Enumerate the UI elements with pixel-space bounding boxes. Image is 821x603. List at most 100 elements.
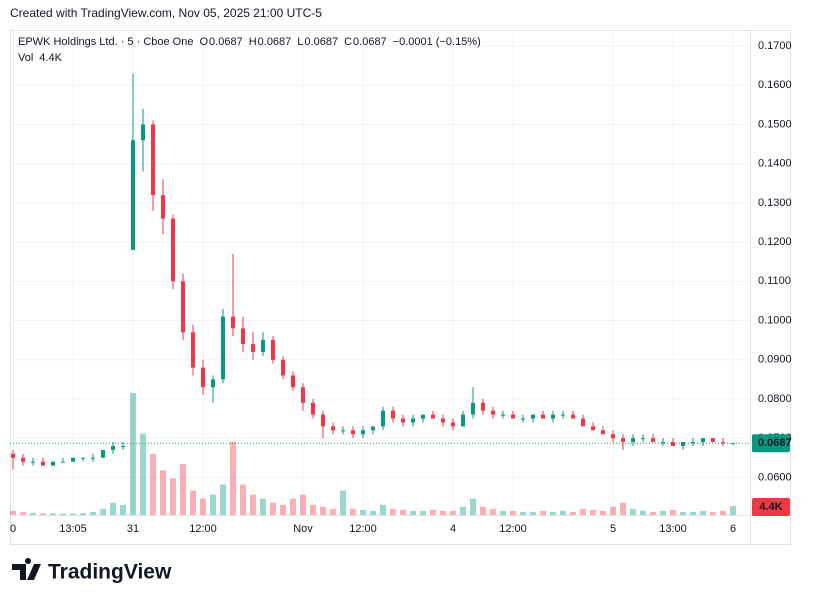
- y-tick-label: 0.0600: [758, 471, 792, 483]
- candle-body: [431, 414, 435, 419]
- candle-body: [21, 457, 25, 462]
- volume-bar: [150, 454, 156, 515]
- volume-bar: [690, 511, 696, 515]
- y-tick-label: 0.1000: [758, 314, 792, 326]
- last-price-label: 0.0687: [758, 437, 792, 449]
- volume-bar: [680, 511, 686, 515]
- candle-body: [81, 457, 85, 459]
- volume-bar: [610, 506, 616, 515]
- candle-body: [391, 410, 395, 419]
- candle-body: [691, 442, 695, 444]
- volume-bar: [300, 494, 306, 515]
- volume-bar: [410, 510, 416, 515]
- y-tick-label: 0.0800: [758, 393, 792, 405]
- volume-bar: [40, 513, 46, 515]
- volume-bar: [510, 510, 516, 515]
- volume-bar: [580, 508, 586, 515]
- candle-body: [581, 418, 585, 427]
- volume-bar: [710, 511, 716, 515]
- volume-bar: [380, 504, 386, 515]
- candle-body: [61, 461, 65, 463]
- legend-value: 4.4K: [39, 52, 62, 64]
- logo-text: TradingView: [48, 561, 172, 584]
- y-tick-label: 0.0900: [758, 354, 792, 366]
- volume-bar: [200, 498, 206, 515]
- candle-body: [651, 438, 655, 443]
- volume-bar: [260, 498, 266, 515]
- x-tick-label: 13:00: [659, 523, 687, 535]
- candle-body: [251, 344, 255, 352]
- volume-bar: [530, 511, 536, 515]
- volume-bar: [670, 509, 676, 515]
- candle-body: [491, 410, 495, 415]
- created-with: Created with TradingView.com, Nov 05, 20…: [10, 6, 322, 20]
- candle-body: [271, 340, 275, 360]
- volume-bar: [120, 504, 126, 515]
- y-tick-label: 0.1700: [758, 40, 792, 52]
- candle-body: [501, 414, 505, 416]
- y-tick-label: 0.1600: [758, 79, 792, 91]
- candle-body: [451, 422, 455, 427]
- legend-key: C: [344, 36, 352, 48]
- legend-key: H: [249, 36, 257, 48]
- candle-body: [331, 426, 335, 431]
- volume-bar: [400, 509, 406, 515]
- legend: EPWK Holdings Ltd. · 5 · Cboe One O 0.068…: [18, 36, 481, 64]
- volume-bar: [130, 393, 136, 515]
- volume-bar: [520, 511, 526, 515]
- volume-bar: [30, 512, 36, 515]
- chart-frame: [10, 30, 791, 545]
- volume-bars: [10, 393, 736, 515]
- volume-bar: [10, 510, 16, 515]
- candle-body: [301, 387, 305, 403]
- x-tick-label: 13:05: [59, 523, 87, 535]
- candle-body: [141, 124, 145, 141]
- volume-bar: [180, 464, 186, 515]
- candle-body: [531, 414, 535, 419]
- volume-bar: [600, 510, 606, 515]
- candle-body: [11, 453, 15, 458]
- volume-bar: [390, 508, 396, 515]
- volume-bar: [700, 510, 706, 515]
- candle-body: [291, 375, 295, 388]
- volume-bar: [630, 508, 636, 515]
- last-volume-tag: [752, 498, 790, 516]
- volume-bar: [440, 510, 446, 515]
- candle-body: [31, 461, 35, 463]
- y-tick-label: 0.1100: [758, 275, 791, 287]
- candle-body: [171, 218, 175, 282]
- volume-bar: [60, 513, 66, 515]
- volume-bar: [660, 510, 666, 515]
- volume-bar: [340, 490, 346, 515]
- legend-value: 0.0687: [353, 36, 387, 48]
- volume-bar: [50, 513, 56, 515]
- candle-body: [711, 438, 715, 443]
- volume-bar: [560, 510, 566, 515]
- volume-bar: [460, 506, 466, 515]
- candle-body: [561, 414, 565, 416]
- candle-body: [221, 316, 225, 380]
- candle-body: [721, 442, 725, 444]
- candle-body: [201, 367, 205, 388]
- candle-body: [571, 414, 575, 419]
- candle-body: [631, 438, 635, 443]
- volume-bar: [450, 510, 456, 515]
- candle-body: [411, 418, 415, 423]
- candle-body: [601, 430, 605, 435]
- candle-body: [591, 426, 595, 431]
- candle-body: [311, 402, 315, 415]
- x-tick-label: 12:00: [349, 523, 377, 535]
- candle-body: [131, 140, 135, 250]
- volume-bar: [160, 470, 166, 515]
- volume-bar: [620, 502, 626, 515]
- candle-body: [481, 402, 485, 411]
- candle-body: [541, 414, 545, 419]
- symbol: EPWK Holdings Ltd. · 5 · Cboe One: [18, 36, 193, 48]
- candle-body: [701, 438, 705, 443]
- volume-bar: [280, 504, 286, 515]
- last-price-tag: [752, 434, 790, 453]
- candle-body: [71, 457, 75, 462]
- legend-key: Vol: [18, 52, 33, 64]
